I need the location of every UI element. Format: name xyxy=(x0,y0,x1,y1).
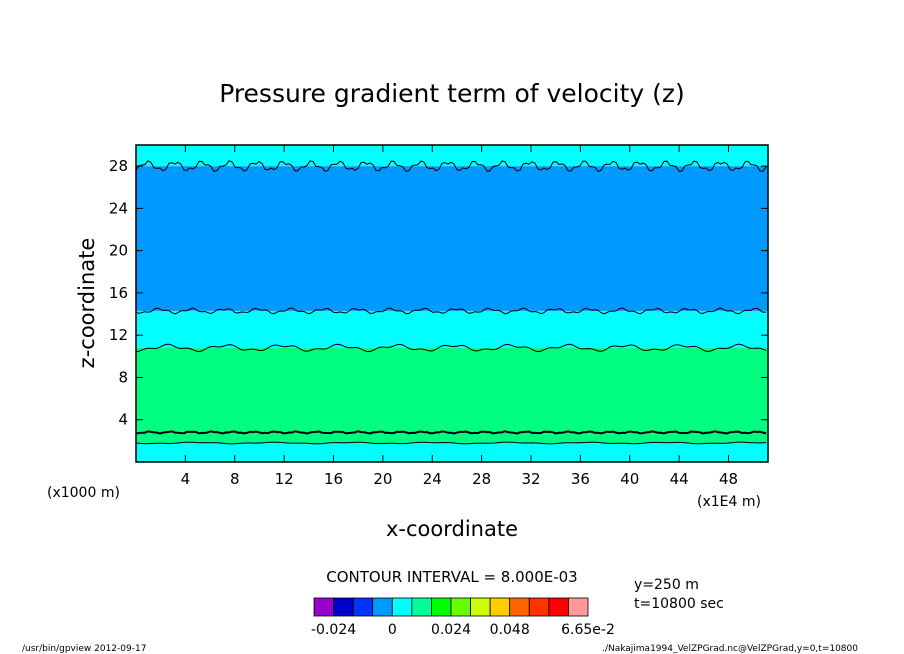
contour-band-1 xyxy=(136,347,768,443)
contour-band-0 xyxy=(136,442,768,462)
x-tick-label: 8 xyxy=(230,470,240,488)
contour-line-0 xyxy=(135,441,766,445)
contour-lines xyxy=(135,160,767,445)
x-axis-label: x-coordinate xyxy=(386,517,518,541)
y-tick-label: 12 xyxy=(109,326,128,344)
colorbar-swatch xyxy=(431,597,452,617)
x-unit-left: (x1000 m) xyxy=(47,485,120,501)
y-axis-ticks: 4 8 12 16 20 24 28 xyxy=(109,157,768,429)
y-tick-label: 28 xyxy=(109,157,128,175)
colorbar-label: -0.024 xyxy=(311,622,356,638)
colorbar-swatch xyxy=(391,597,413,617)
y-tick-label: 20 xyxy=(109,242,128,260)
colorbar-swatch xyxy=(372,597,393,617)
colorbar-swatch xyxy=(548,597,569,617)
x-tick-label: 28 xyxy=(472,470,491,488)
x-tick-label: 32 xyxy=(521,470,540,488)
y-tick-label: 16 xyxy=(109,284,128,302)
x-tick-label: 36 xyxy=(571,470,590,488)
colorbar-labels: -0.024 0 0.024 0.048 6.65e-2 xyxy=(311,622,615,638)
footer-right: ./Nakajima1994_VelZPGrad.nc@VelZPGrad,y=… xyxy=(602,644,858,654)
contour-interval: CONTOUR INTERVAL = 8.000E-03 xyxy=(326,568,577,586)
plot-frame xyxy=(135,144,769,463)
x-tick-label: 4 xyxy=(181,470,191,488)
colorbar-label: 0 xyxy=(388,622,397,638)
footer-left: /usr/bin/gpview 2012-09-17 xyxy=(22,644,146,654)
contour-line-1 xyxy=(135,343,767,353)
colorbar-swatch xyxy=(450,597,471,617)
x-tick-label: 48 xyxy=(719,470,738,488)
plot-area xyxy=(136,145,768,462)
colorbar-swatch xyxy=(568,597,589,617)
x-tick-label: 44 xyxy=(670,470,689,488)
x-axis-ticks: 4 8 12 16 20 24 28 32 36 40 44 48 xyxy=(181,145,738,488)
contour-line-2 xyxy=(135,307,767,315)
y-axis-label: z-coordinate xyxy=(75,238,99,369)
contour-band-3 xyxy=(136,166,768,311)
x-tick-label: 12 xyxy=(275,470,294,488)
colorbar-swatch xyxy=(313,597,334,617)
colorbar-swatch xyxy=(333,597,354,617)
colorbar-label: 0.048 xyxy=(490,622,530,638)
colorbar-label: 6.65e-2 xyxy=(561,622,615,638)
colorbar-swatch xyxy=(352,597,374,617)
colorbar-swatch xyxy=(528,597,550,617)
y-tick-label: 24 xyxy=(109,199,128,217)
colorbar-label: 0.024 xyxy=(431,622,471,638)
contour-band-4 xyxy=(136,145,768,167)
x-unit-right: (x1E4 m) xyxy=(697,494,761,510)
x-tick-label: 40 xyxy=(620,470,639,488)
colorbar xyxy=(313,597,589,617)
info-t: t=10800 sec xyxy=(634,596,724,612)
y-tick-label: 4 xyxy=(118,411,128,429)
x-tick-label: 20 xyxy=(373,470,392,488)
contour-line-low xyxy=(135,430,767,435)
y-tick-label: 8 xyxy=(118,368,128,386)
colorbar-swatch xyxy=(489,597,511,617)
colorbar-swatch xyxy=(411,597,432,617)
x-tick-label: 24 xyxy=(423,470,442,488)
colorbar-swatch xyxy=(470,597,491,617)
info-y: y=250 m xyxy=(634,577,699,593)
contour-line-3 xyxy=(135,160,767,173)
colorbar-swatch xyxy=(509,597,530,617)
contour-band-2 xyxy=(136,310,768,348)
chart-title: Pressure gradient term of velocity (z) xyxy=(219,79,685,108)
x-tick-label: 16 xyxy=(324,470,343,488)
